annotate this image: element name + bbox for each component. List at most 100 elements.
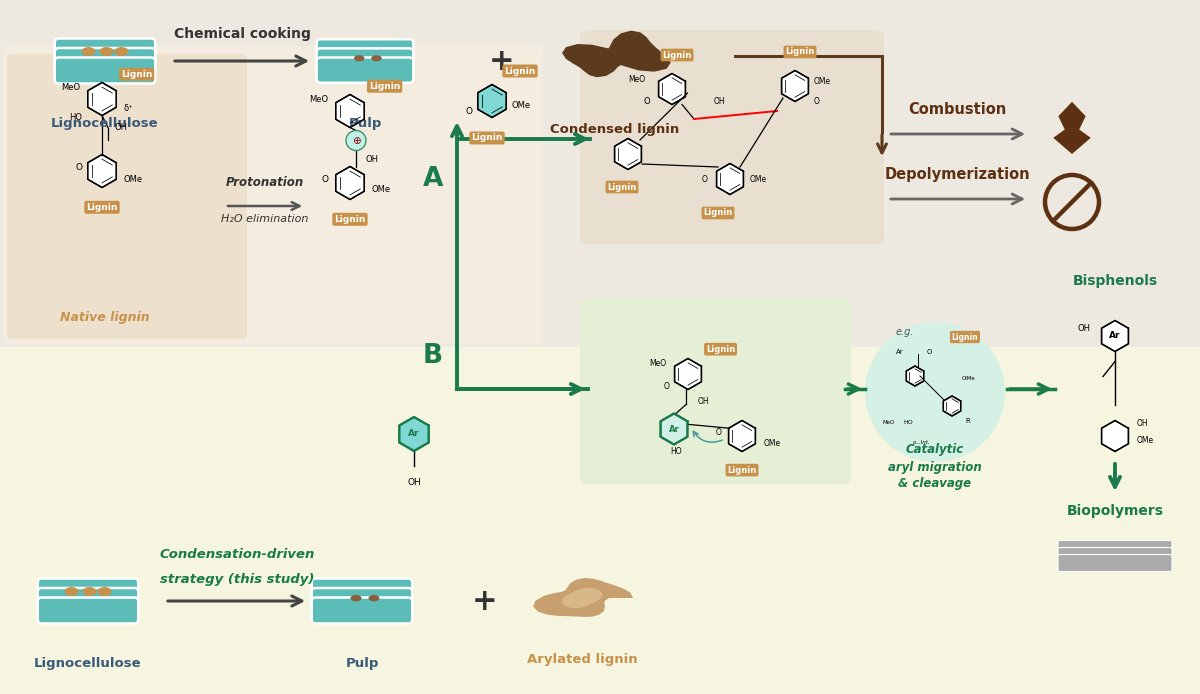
Polygon shape — [943, 396, 961, 416]
Text: Biopolymers: Biopolymers — [1067, 504, 1164, 518]
Circle shape — [346, 130, 366, 151]
Ellipse shape — [100, 47, 114, 56]
Text: Condensed lignin: Condensed lignin — [551, 123, 679, 135]
Text: OiMe: OiMe — [962, 377, 976, 382]
FancyBboxPatch shape — [55, 58, 155, 83]
Polygon shape — [1102, 421, 1128, 452]
Text: R: R — [966, 418, 971, 424]
Polygon shape — [400, 417, 428, 451]
Text: Ar: Ar — [408, 430, 420, 439]
Text: Lignin: Lignin — [706, 345, 736, 354]
FancyBboxPatch shape — [580, 298, 851, 484]
Text: HO: HO — [904, 419, 913, 425]
Text: OMe: OMe — [750, 174, 767, 183]
Text: A: A — [422, 166, 443, 192]
Text: Lignocellulose: Lignocellulose — [52, 117, 158, 130]
Text: Lignin: Lignin — [472, 133, 503, 142]
Text: Pulp: Pulp — [346, 657, 379, 670]
FancyBboxPatch shape — [317, 40, 413, 65]
Text: MeO: MeO — [628, 74, 646, 83]
Text: OH: OH — [714, 96, 726, 105]
Polygon shape — [781, 71, 809, 101]
Text: OMe: OMe — [763, 439, 781, 448]
FancyBboxPatch shape — [7, 54, 247, 339]
FancyBboxPatch shape — [2, 46, 542, 344]
Text: Lignin: Lignin — [703, 208, 733, 217]
Polygon shape — [336, 94, 365, 128]
Circle shape — [865, 322, 1006, 462]
Text: Lignin: Lignin — [86, 203, 118, 212]
Text: Ar: Ar — [896, 349, 904, 355]
Text: H₂O elimination: H₂O elimination — [221, 214, 308, 224]
Ellipse shape — [82, 47, 96, 56]
Ellipse shape — [354, 55, 365, 61]
Text: Catalytic
aryl migration
& cleavage: Catalytic aryl migration & cleavage — [888, 443, 982, 491]
FancyBboxPatch shape — [37, 579, 138, 604]
Polygon shape — [88, 83, 116, 115]
FancyBboxPatch shape — [55, 38, 155, 65]
Text: O: O — [76, 163, 82, 172]
Polygon shape — [562, 588, 602, 608]
Text: OH: OH — [407, 478, 421, 487]
Ellipse shape — [350, 595, 361, 602]
Polygon shape — [716, 164, 744, 194]
Polygon shape — [562, 31, 671, 77]
Text: strategy (this study): strategy (this study) — [160, 573, 314, 586]
Text: Protonation: Protonation — [226, 176, 304, 189]
FancyBboxPatch shape — [37, 598, 138, 623]
Text: HO: HO — [70, 112, 82, 121]
Text: ⊕: ⊕ — [352, 135, 360, 146]
Text: OMe: OMe — [512, 101, 532, 110]
Text: OMe: OMe — [814, 76, 832, 85]
Polygon shape — [336, 167, 365, 199]
Text: Lignin: Lignin — [335, 215, 366, 223]
Text: MeO: MeO — [883, 419, 895, 425]
Polygon shape — [660, 414, 688, 444]
Ellipse shape — [114, 47, 128, 56]
Polygon shape — [674, 359, 702, 389]
Text: O: O — [814, 96, 820, 105]
Text: MeO: MeO — [310, 95, 329, 104]
FancyBboxPatch shape — [580, 30, 884, 244]
Text: Lignin: Lignin — [121, 70, 152, 78]
Text: Native lignin: Native lignin — [60, 310, 150, 323]
Text: Pulp: Pulp — [348, 117, 382, 130]
Text: Bisphenols: Bisphenols — [1073, 274, 1158, 288]
Text: Combustion: Combustion — [908, 102, 1006, 117]
FancyBboxPatch shape — [317, 49, 413, 74]
FancyBboxPatch shape — [37, 588, 138, 614]
Polygon shape — [1054, 102, 1091, 154]
FancyBboxPatch shape — [312, 579, 413, 604]
Text: Ar: Ar — [1109, 332, 1121, 341]
Text: Lignocellulose: Lignocellulose — [34, 657, 142, 670]
Polygon shape — [614, 139, 642, 169]
Text: Lignin: Lignin — [952, 332, 978, 341]
Text: +: + — [490, 46, 515, 76]
FancyBboxPatch shape — [1058, 548, 1172, 564]
Ellipse shape — [97, 587, 112, 596]
Text: OMe: OMe — [1136, 436, 1154, 445]
Text: Lignin: Lignin — [368, 82, 401, 91]
Polygon shape — [0, 0, 1200, 347]
Text: OMe: OMe — [372, 185, 390, 194]
Text: e.g.: e.g. — [895, 327, 914, 337]
Text: Lignin: Lignin — [727, 466, 757, 475]
Polygon shape — [88, 155, 116, 187]
Text: MeO: MeO — [61, 83, 80, 92]
Text: OH: OH — [115, 123, 128, 132]
Text: Arylated lignin: Arylated lignin — [527, 654, 637, 666]
Text: O: O — [664, 382, 670, 391]
Text: O: O — [928, 349, 932, 355]
Text: MeO: MeO — [649, 359, 666, 368]
Text: o...Int.: o...Int. — [913, 439, 931, 444]
Text: B: B — [422, 343, 443, 369]
Polygon shape — [0, 347, 1200, 694]
Ellipse shape — [368, 595, 379, 602]
Text: Condensation-driven: Condensation-driven — [160, 548, 314, 561]
Text: Lignin: Lignin — [607, 183, 637, 192]
Text: δ⁺: δ⁺ — [124, 104, 133, 113]
Text: O: O — [643, 96, 650, 105]
Text: OH: OH — [1136, 419, 1148, 428]
Polygon shape — [659, 74, 685, 105]
FancyBboxPatch shape — [317, 58, 413, 83]
